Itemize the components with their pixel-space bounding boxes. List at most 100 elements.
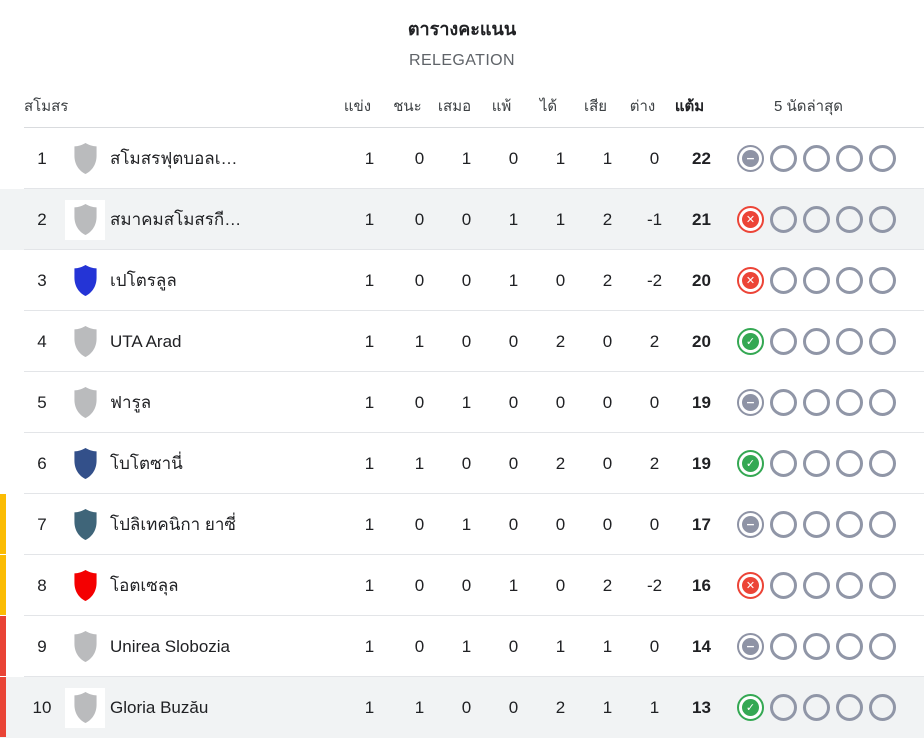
form-empty-icon xyxy=(869,694,896,721)
form-empty-icon xyxy=(770,511,797,538)
form-empty-icon xyxy=(803,328,830,355)
stat-played: 1 xyxy=(364,331,375,351)
stat-drawn: 1 xyxy=(461,148,472,168)
shield-icon xyxy=(73,509,97,540)
form-last-5: ✕ xyxy=(737,572,904,599)
form-last-5: − xyxy=(737,511,904,538)
stat-lost: 0 xyxy=(508,331,519,351)
column-header-won: ชนะ xyxy=(393,98,422,115)
team-crest xyxy=(60,139,110,179)
team-name[interactable]: UTA Arad xyxy=(110,331,182,351)
form-draw-icon: − xyxy=(737,145,764,172)
form-loss-glyph: ✕ xyxy=(742,272,759,289)
table-row[interactable]: 3 เปโตรลูล 1 0 0 1 0 2 -2 20 ✕ xyxy=(0,250,924,311)
form-draw-icon: − xyxy=(737,511,764,538)
form-empty-icon xyxy=(770,206,797,233)
stat-points: 16 xyxy=(692,575,711,595)
column-header-played: แข่ง xyxy=(343,98,372,115)
table-row[interactable]: 8 โอตเซลุล 1 0 0 1 0 2 -2 16 ✕ xyxy=(0,555,924,616)
stat-lost: 0 xyxy=(508,636,519,656)
form-loss-glyph: ✕ xyxy=(742,577,759,594)
table-row[interactable]: 10 Gloria Buzău 1 1 0 0 2 1 1 13 ✓ xyxy=(0,677,924,738)
column-header-lost: แพ้ xyxy=(491,98,512,115)
crest-image-box xyxy=(65,139,105,179)
team-name[interactable]: โอตเซลุล xyxy=(110,576,179,595)
form-draw-glyph: − xyxy=(742,394,759,411)
table-row[interactable]: 4 UTA Arad 1 1 0 0 2 0 2 20 ✓ xyxy=(0,311,924,372)
form-empty-icon xyxy=(869,633,896,660)
stat-won: 0 xyxy=(414,148,425,168)
team-crest xyxy=(60,322,110,362)
crest-image-box xyxy=(65,627,105,667)
table-row[interactable]: 9 Unirea Slobozia 1 0 1 0 1 1 0 14 − xyxy=(0,616,924,677)
table-row[interactable]: 6 โบโตซานี่ 1 1 0 0 2 0 2 19 ✓ xyxy=(0,433,924,494)
team-name[interactable]: Unirea Slobozia xyxy=(110,636,231,656)
stat-goals-for: 2 xyxy=(555,453,566,473)
stat-goals-for: 1 xyxy=(555,148,566,168)
column-header-drawn: เสมอ xyxy=(437,98,472,115)
team-name[interactable]: Gloria Buzău xyxy=(110,697,209,717)
form-empty-icon xyxy=(770,389,797,416)
shield-icon xyxy=(73,387,97,418)
form-empty-icon xyxy=(770,633,797,660)
stat-goals-for: 2 xyxy=(555,331,566,351)
stat-drawn: 0 xyxy=(461,331,472,351)
position-number: 4 xyxy=(37,331,47,351)
form-draw-glyph: − xyxy=(742,150,759,167)
form-empty-icon xyxy=(803,572,830,599)
form-win-icon: ✓ xyxy=(737,450,764,477)
stat-goal-diff: 2 xyxy=(649,331,660,351)
form-empty-icon xyxy=(836,572,863,599)
form-empty-icon xyxy=(836,267,863,294)
stat-goals-against: 0 xyxy=(602,331,613,351)
position-number: 7 xyxy=(37,514,47,534)
stat-goals-for: 0 xyxy=(555,575,566,595)
stat-points: 14 xyxy=(692,636,711,656)
form-empty-icon xyxy=(869,206,896,233)
shield-icon xyxy=(73,692,97,723)
form-empty-icon xyxy=(869,145,896,172)
stat-goal-diff: 2 xyxy=(649,453,660,473)
table-row[interactable]: 2 สมาคมสโมสรกี… 1 0 0 1 1 2 -1 21 ✕ xyxy=(0,189,924,250)
table-row[interactable]: 1 สโมสรฟุตบอลเ… 1 0 1 0 1 1 0 22 − xyxy=(0,128,924,189)
team-name[interactable]: สโมสรฟุตบอลเ… xyxy=(110,149,238,168)
stat-lost: 0 xyxy=(508,453,519,473)
stat-points: 13 xyxy=(692,697,711,717)
team-name[interactable]: สมาคมสโมสรกี… xyxy=(110,210,242,229)
form-empty-icon xyxy=(869,267,896,294)
position-number: 2 xyxy=(37,209,47,229)
form-empty-icon xyxy=(836,389,863,416)
stat-played: 1 xyxy=(364,453,375,473)
table-row[interactable]: 5 ฟารูล 1 0 1 0 0 0 0 19 − xyxy=(0,372,924,433)
crest-image-box xyxy=(65,261,105,301)
stat-played: 1 xyxy=(364,697,375,717)
column-header-form: 5 นัดล่าสุด xyxy=(773,98,844,115)
stat-goal-diff: 1 xyxy=(649,697,660,717)
team-name[interactable]: เปโตรลูล xyxy=(110,271,177,290)
stat-goal-diff: 0 xyxy=(649,636,660,656)
stat-won: 0 xyxy=(414,575,425,595)
crest-image-box xyxy=(65,199,105,240)
form-empty-icon xyxy=(836,328,863,355)
column-header-goal-diff: ต่าง xyxy=(629,98,656,115)
stat-played: 1 xyxy=(364,209,375,229)
stat-played: 1 xyxy=(364,575,375,595)
table-row[interactable]: 7 โปลิเทคนิกา ยาซี่ 1 0 1 0 0 0 0 17 − xyxy=(0,494,924,555)
column-header-goals-for: ได้ xyxy=(539,98,558,115)
crest-image-box xyxy=(65,505,105,545)
form-empty-icon xyxy=(836,694,863,721)
team-name[interactable]: ฟารูล xyxy=(110,393,152,412)
form-empty-icon xyxy=(770,572,797,599)
team-name[interactable]: โปลิเทคนิกา ยาซี่ xyxy=(110,515,236,534)
position-number: 1 xyxy=(37,148,47,168)
shield-icon xyxy=(73,570,97,601)
position-number: 9 xyxy=(37,636,47,656)
stat-won: 0 xyxy=(414,270,425,290)
form-draw-icon: − xyxy=(737,633,764,660)
column-header-goals-against: เสีย xyxy=(583,98,608,115)
team-crest xyxy=(60,505,110,545)
stat-goal-diff: 0 xyxy=(649,514,660,534)
form-empty-icon xyxy=(836,206,863,233)
team-name[interactable]: โบโตซานี่ xyxy=(110,454,183,473)
position-number: 10 xyxy=(32,697,52,717)
